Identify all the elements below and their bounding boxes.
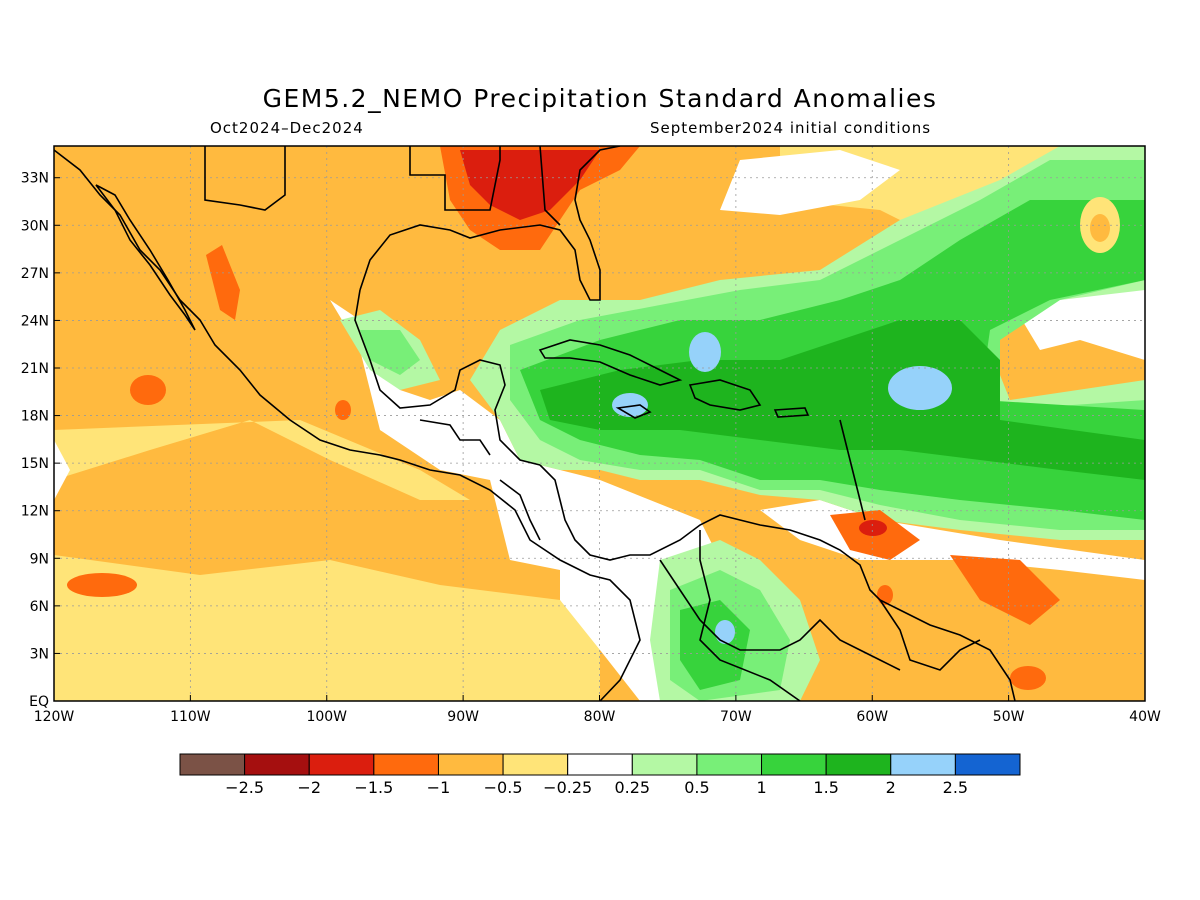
colorbar-label: −2.5 xyxy=(225,778,264,797)
colorbar-swatch xyxy=(567,753,633,776)
lat-tick-label: 27N xyxy=(21,266,49,282)
colorbar-label: 0.5 xyxy=(684,778,709,797)
colorbar-swatch xyxy=(761,753,827,776)
lat-tick-label: 33N xyxy=(21,171,49,187)
lat-tick-label: 9N xyxy=(30,551,49,567)
colorbar-swatch xyxy=(631,753,698,776)
map-title: GEM5.2_NEMO Precipitation Standard Anoma… xyxy=(262,84,938,113)
colorbar-swatch xyxy=(890,753,956,776)
longitude-labels: 120W 110W 100W 90W 80W 70W 60W 50W 40W xyxy=(34,695,1161,725)
colorbar-swatch xyxy=(373,753,439,776)
lat-tick-label: 21N xyxy=(21,361,49,377)
colorbar-label: 1 xyxy=(756,778,766,797)
colorbar: −2.5 −2 −1.5 −1 −0.5 −0.25 0.25 0.5 1 1.5 2 2.5 xyxy=(179,753,1021,797)
graticule xyxy=(54,146,1145,701)
colorbar-swatch xyxy=(437,753,504,776)
lon-tick-label: 50W xyxy=(993,709,1025,725)
initial-conditions: September2024 initial conditions xyxy=(650,119,932,137)
colorbar-swatch xyxy=(179,753,246,776)
colorbar-label: 2.5 xyxy=(943,778,968,797)
lat-tick-label: 30N xyxy=(21,218,49,234)
lon-tick-label: 60W xyxy=(856,709,888,725)
colorbar-label: −1.5 xyxy=(354,778,393,797)
lat-tick-label: 24N xyxy=(21,313,49,329)
colorbar-label: 2 xyxy=(886,778,896,797)
lat-tick-label: 18N xyxy=(21,409,49,425)
lon-tick-label: 80W xyxy=(584,709,616,725)
lat-tick-label: 12N xyxy=(21,504,49,520)
colorbar-label: −0.25 xyxy=(543,778,592,797)
forecast-period: Oct2024–Dec2024 xyxy=(210,119,364,137)
coastlines xyxy=(54,146,1016,701)
lat-tick-label: 3N xyxy=(30,646,49,662)
lat-tick-label: EQ xyxy=(29,694,49,710)
latitude-labels: EQ 3N 6N 9N 12N 15N 18N 21N 24N 27N 30N 33N xyxy=(21,171,60,710)
colorbar-label: −2 xyxy=(297,778,321,797)
lon-tick-label: 40W xyxy=(1129,709,1161,725)
colorbar-swatch xyxy=(502,753,569,776)
lon-tick-label: 90W xyxy=(447,709,479,725)
colorbar-swatch xyxy=(696,753,763,776)
lat-tick-label: 15N xyxy=(21,456,49,472)
colorbar-swatch xyxy=(244,753,310,776)
colorbar-swatch xyxy=(954,753,1021,776)
colorbar-swatch xyxy=(308,753,375,776)
lon-tick-label: 70W xyxy=(720,709,752,725)
colorbar-swatch xyxy=(825,753,892,776)
lon-tick-label: 100W xyxy=(306,709,347,725)
colorbar-label: 1.5 xyxy=(813,778,838,797)
lon-tick-label: 120W xyxy=(34,709,75,725)
colorbar-label: 0.25 xyxy=(614,778,650,797)
lat-tick-label: 6N xyxy=(30,599,49,615)
colorbar-label: −0.5 xyxy=(484,778,523,797)
colorbar-label: −1 xyxy=(427,778,451,797)
lon-tick-label: 110W xyxy=(170,709,211,725)
